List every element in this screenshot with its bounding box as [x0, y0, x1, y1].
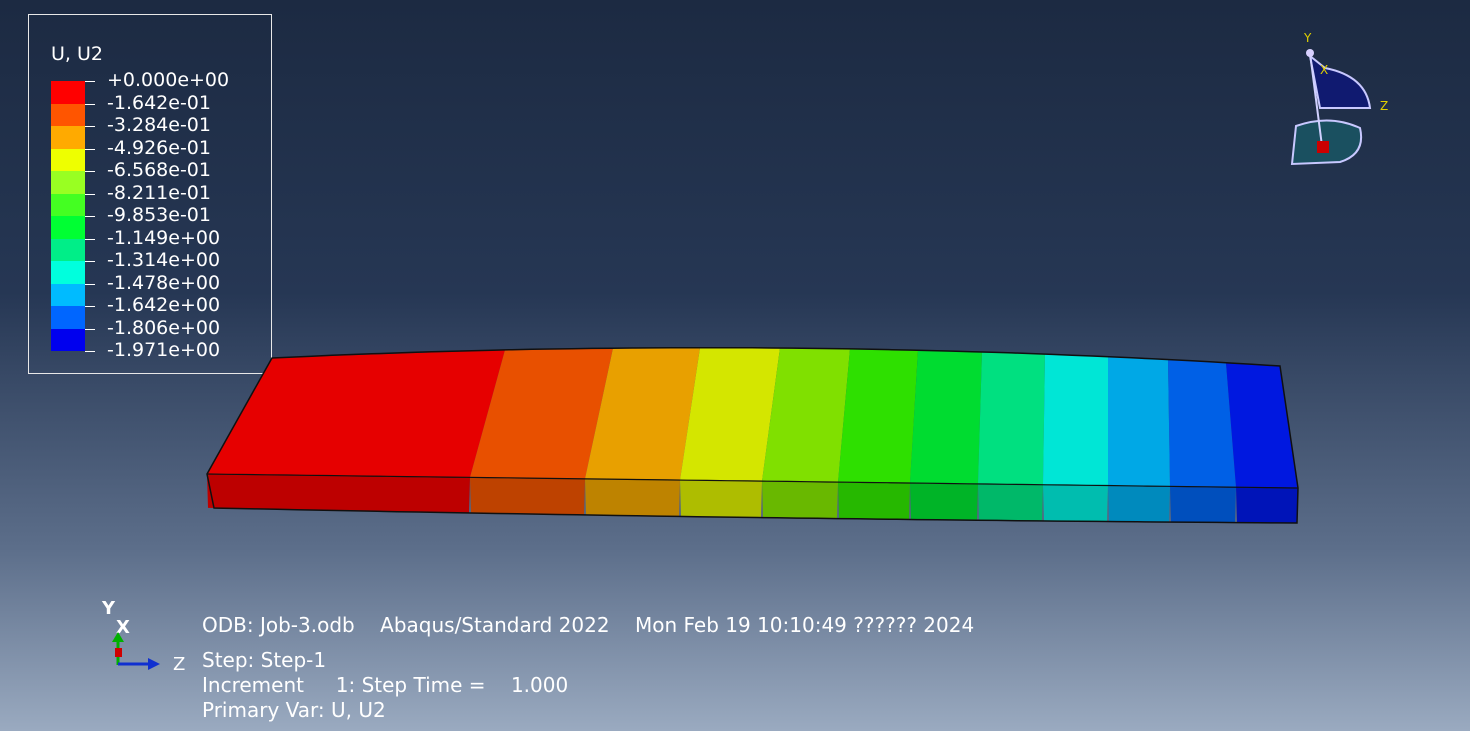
legend-tick [85, 261, 95, 262]
beam-side-band [680, 480, 762, 518]
beam-top-band [978, 351, 1045, 485]
legend-title: U, U2 [51, 43, 103, 65]
z-axis-arrowhead [148, 658, 160, 670]
legend-value-label: -1.642e-01 [107, 91, 211, 114]
legend-value-label: -6.568e-01 [107, 159, 211, 181]
legend-swatch [51, 171, 85, 194]
legend-value-label: -4.926e-01 [107, 136, 211, 159]
beam-top-band [910, 350, 982, 484]
legend-swatch [51, 306, 85, 329]
beam-top-band [470, 348, 613, 479]
contour-legend: U, U2 +0.000e+00 -1.642e-01 -3.284e-01 -4.9… [28, 14, 272, 374]
beam-top-band [762, 348, 850, 483]
triad-arc-shape [1308, 53, 1372, 109]
legend-value-label: -1.971e+00 [107, 339, 221, 361]
legend-swatch [51, 261, 85, 284]
beam-side-band [1043, 484, 1108, 522]
legend-value-label: +0.000e+00 [107, 69, 230, 91]
legend-tick [85, 126, 95, 127]
legend-tick [85, 148, 95, 150]
legend-swatch [51, 216, 85, 239]
legend-swatch [51, 126, 85, 149]
triad-top-z-label: Z [1380, 99, 1388, 113]
legend-swatch [51, 238, 85, 261]
triad-origin-marker [1317, 141, 1329, 153]
increment-info-line: Increment 1: Step Time = 1.000 [202, 673, 569, 697]
beam-top-band [207, 349, 505, 478]
triad-knob [1306, 49, 1314, 57]
axis-y-label: Y [101, 598, 116, 619]
beam-top-band [585, 347, 700, 481]
legend-tick [85, 216, 95, 217]
beam-side-band [207, 474, 470, 513]
legend-tick [85, 81, 95, 82]
y-axis-arrowhead [112, 632, 124, 642]
axis-x-label: X [116, 617, 130, 638]
beam-top-band [680, 347, 780, 482]
legend-value-label: -1.314e+00 [107, 249, 221, 271]
beam-front-edge [206, 473, 1299, 489]
legend-tick [85, 103, 95, 105]
beam-model [206, 346, 1299, 524]
beam-outline [206, 346, 1299, 524]
legend-tick [85, 328, 95, 330]
triad-top-x-label: X [1320, 63, 1328, 77]
legend-swatch [51, 148, 85, 171]
step-info-line: Step: Step-1 [202, 648, 327, 672]
legend-swatch [51, 81, 85, 104]
legend-tick [85, 351, 95, 352]
beam-side-band [1170, 486, 1236, 523]
odb-info-line: ODB: Job-3.odb Abaqus/Standard 2022 Mon … [202, 613, 975, 637]
legend-swatch [51, 193, 85, 216]
legend-tick [85, 238, 95, 240]
view-cube-triad[interactable]: Y X Z [1280, 28, 1400, 178]
legend-value-label: -1.478e+00 [107, 271, 221, 294]
global-axis-triad: Y X Z [101, 598, 185, 675]
legend-swatch [51, 103, 85, 126]
legend-tick [85, 171, 95, 172]
legend-value-label: -8.211e-01 [107, 181, 211, 204]
x-axis-marker [115, 648, 122, 657]
beam-top-band [1226, 362, 1298, 488]
legend-tick [85, 193, 95, 195]
beam-side-band [762, 481, 838, 519]
legend-tick [85, 306, 95, 307]
beam-side-band [585, 478, 680, 517]
beam-top-band [838, 348, 918, 484]
legend-value-label: -1.806e+00 [107, 316, 221, 339]
triad-y-axis [1309, 52, 1323, 147]
axis-z-label: Z [173, 654, 185, 675]
beam-side-band [910, 483, 978, 521]
legend-swatch [51, 283, 85, 306]
beam-side-band [1108, 485, 1170, 523]
legend-tick [85, 283, 95, 285]
beam-side-band [1236, 487, 1298, 524]
triad-top-y-label: Y [1303, 31, 1312, 45]
beam-side-band [838, 482, 910, 520]
legend-value-label: -1.149e+00 [107, 226, 221, 249]
beam-side-band [978, 483, 1043, 521]
legend-swatch [51, 328, 85, 351]
beam-side-band [470, 477, 585, 515]
beam-top-band [1168, 359, 1236, 488]
beam-top-band [1043, 354, 1108, 486]
legend-value-label: -1.642e+00 [107, 294, 221, 316]
legend-value-label: -3.284e-01 [107, 114, 211, 136]
primary-var-info-line: Primary Var: U, U2 [202, 698, 386, 722]
legend-value-label: -9.853e-01 [107, 204, 211, 226]
beam-top-band [1108, 356, 1170, 487]
